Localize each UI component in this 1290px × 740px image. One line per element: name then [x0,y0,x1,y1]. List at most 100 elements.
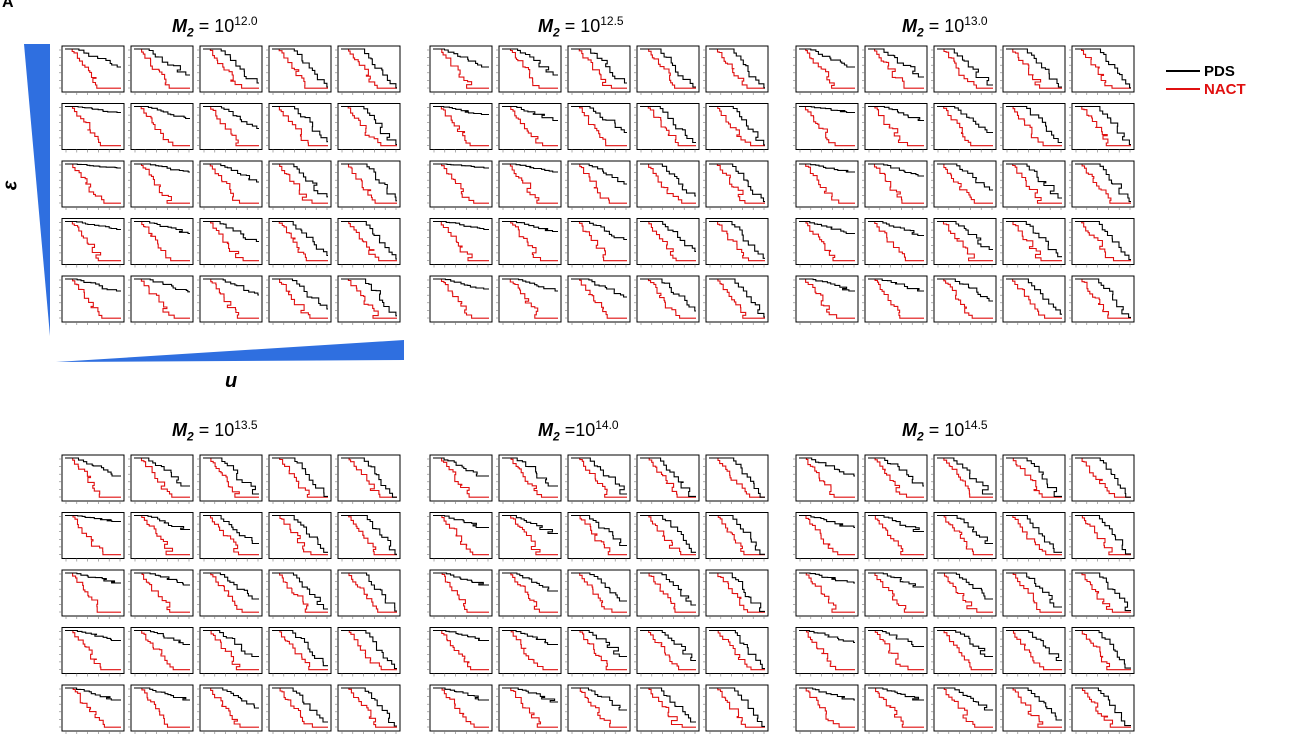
mini-plot [565,103,631,153]
pds-curve [799,163,855,173]
nact-curve [272,220,328,262]
pds-curve [1006,48,1062,88]
mini-plot-frame [130,454,194,502]
pds-curve [799,514,855,529]
nact-curve [502,48,558,89]
legend-item-pds: PDS [1166,62,1246,80]
pds-curve [433,220,489,231]
nact-curve [937,163,993,204]
mini-plot-frame [1002,512,1066,559]
nact-curve [203,457,259,498]
pds-curve [640,48,696,88]
pds-curve [571,629,627,658]
mini-plot [862,218,928,268]
pds-curve [709,163,765,203]
pds-curve [937,220,993,251]
nact-curve [272,629,328,671]
pds-curve [433,457,489,477]
mini-plot [496,512,562,562]
nact-curve [571,220,627,262]
nact-curve [272,163,328,204]
mini-plot [59,160,125,210]
mini-plot-frame [1002,218,1066,265]
pds-curve [502,220,558,233]
pds-curve [341,687,397,727]
mini-plot [634,684,700,734]
nact-curve [1075,687,1131,728]
nact-curve [709,457,765,498]
nact-curve [1075,105,1131,147]
pds-curve [134,163,190,173]
pds-curve [65,278,121,292]
mini-plot [128,218,194,268]
nact-curve [640,48,696,89]
pds-curve [272,48,328,88]
nact-curve [571,163,627,204]
nact-curve [134,48,190,89]
u-axis-label: u [225,370,238,392]
pds-curve [272,687,328,723]
pds-curve [203,572,259,600]
mini-plot [59,454,125,504]
mini-plot-frame [636,218,700,265]
mini-plot [335,45,401,95]
pds-curve [868,629,924,648]
mini-plot [496,275,562,325]
mini-plot [496,218,562,268]
mini-plot-frame [636,627,700,674]
pds-curve [709,572,765,612]
mini-plot [862,275,928,325]
nact-curve [709,105,765,147]
mini-plot [634,45,700,95]
mini-plot [335,160,401,210]
mini-plot [427,160,493,210]
mini-plot [335,512,401,562]
nact-curve [272,514,328,556]
mini-plot [793,512,859,562]
mini-plot-frame [268,454,332,502]
mini-plot [427,275,493,325]
legend: PDS NACT [1166,62,1246,98]
nact-curve [341,105,397,147]
nact-curve [203,48,259,89]
nact-curve [709,687,765,728]
mini-plot [862,569,928,619]
pds-curve [1075,278,1131,318]
mini-plot-frame [795,454,859,502]
pds-curve [571,163,627,185]
nact-curve [799,163,855,204]
mini-plot [793,454,859,504]
mini-plot-frame [795,45,859,93]
nact-curve [937,514,993,556]
nact-curve [65,105,121,147]
nact-curve [134,220,190,262]
pds-curve [709,220,765,259]
nact-curve [65,514,121,556]
pds-curve [1006,163,1062,199]
mini-plot [197,103,263,153]
mini-plot [931,569,997,619]
mini-plot-frame [199,684,263,732]
nact-curve [640,163,696,204]
group-title-4: M2 = 1013.5 [172,418,258,444]
mini-plot-frame [498,103,562,150]
pds-curve [502,572,558,592]
group-grid-5 [427,454,769,734]
mini-plot-frame [933,45,997,93]
nact-curve [1006,629,1062,671]
nact-curve [640,220,696,262]
mini-plot [1000,454,1066,504]
nact-curve [709,278,765,319]
group-title-2: M2 = 1012.5 [538,14,624,40]
mini-plot-frame [61,512,125,559]
mini-plot [1069,45,1135,95]
nact-curve [272,457,328,498]
mini-plot [931,160,997,210]
mini-plot [335,569,401,619]
pds-curve [65,572,121,584]
mini-plot [703,684,769,734]
pds-curve [272,278,328,310]
mini-plot [931,512,997,562]
mini-plot-frame [268,218,332,265]
